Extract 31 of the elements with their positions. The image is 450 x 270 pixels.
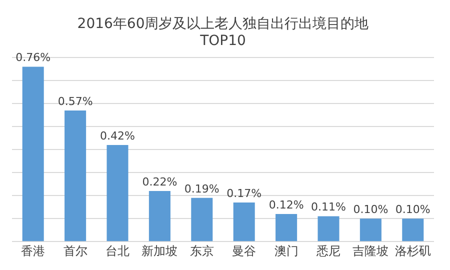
chart-title: 2016年60周岁及以上老人独自出行出境目的地 TOP10	[77, 16, 369, 49]
x-tick-label: 新加坡	[142, 244, 178, 258]
bar	[360, 218, 382, 242]
bar	[148, 191, 170, 242]
data-label: 0.19%	[184, 182, 220, 196]
data-label: 0.76%	[16, 51, 51, 64]
bar	[106, 145, 128, 242]
x-tick-label: 澳门	[274, 244, 298, 258]
data-label: 0.11%	[311, 200, 346, 214]
x-tick-label: 东京	[190, 244, 214, 258]
x-tick-label: 首尔	[63, 244, 88, 258]
bar	[64, 110, 86, 242]
bar	[22, 66, 44, 242]
data-label: 0.17%	[226, 186, 262, 200]
x-tick-label: 悉尼	[316, 244, 340, 258]
bar	[402, 218, 424, 242]
x-tick-label: 洛杉矶	[394, 244, 431, 258]
data-label: 0.10%	[353, 202, 388, 216]
x-tick-label: 台北	[106, 244, 130, 258]
data-label: 0.10%	[395, 202, 430, 216]
x-tick-label: 吉隆坡	[352, 244, 389, 258]
x-tick-label: 曼谷	[232, 244, 256, 258]
data-label: 0.22%	[142, 175, 178, 188]
bar	[233, 202, 255, 242]
data-label: 0.12%	[268, 198, 304, 212]
data-label: 0.42%	[100, 129, 135, 142]
x-tick-label: 香港	[21, 244, 46, 258]
data-label: 0.57%	[58, 94, 93, 108]
bar	[191, 198, 213, 242]
bar	[318, 216, 340, 242]
bar	[276, 214, 298, 242]
